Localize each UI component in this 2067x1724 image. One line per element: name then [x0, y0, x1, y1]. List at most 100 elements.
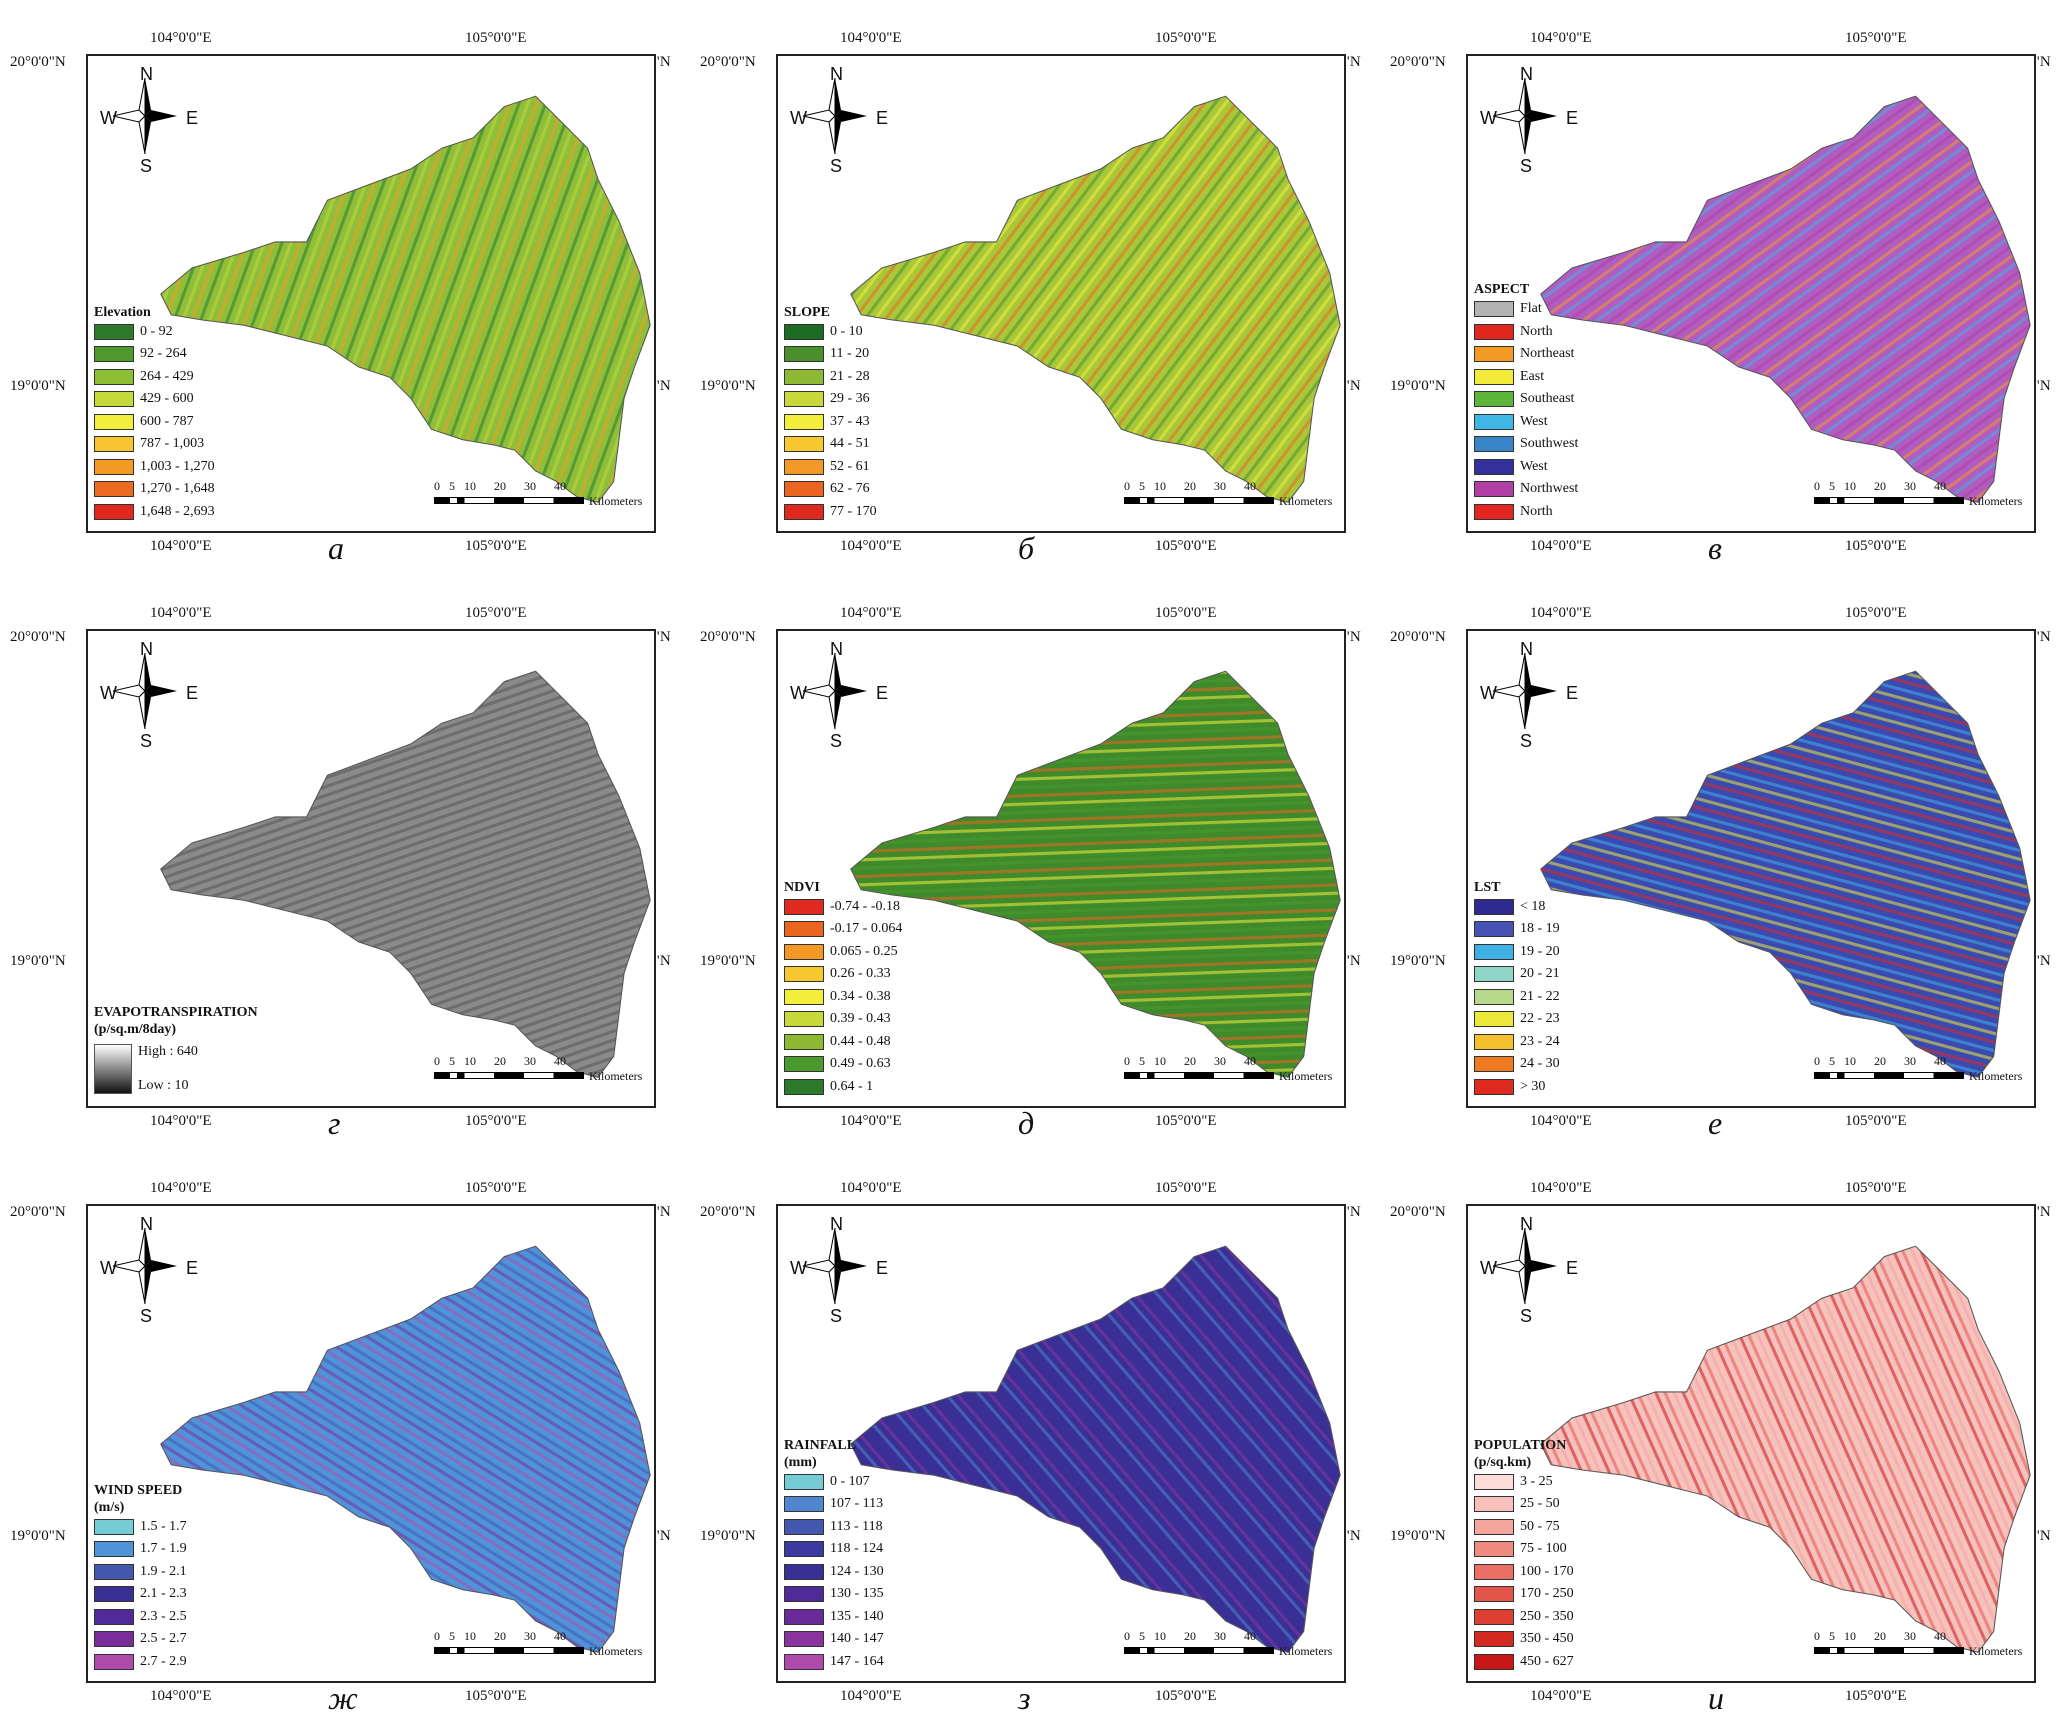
scale-tick-label: 20: [1184, 1054, 1196, 1068]
legend-swatch: [94, 436, 134, 453]
scale-tick-label: 20: [1874, 1629, 1886, 1643]
legend-label: 1.9 - 2.1: [140, 1563, 187, 1579]
compass-n: N: [1520, 639, 1533, 659]
basin-area: [850, 95, 1341, 503]
legend-label: 140 - 147: [830, 1631, 884, 1647]
basin-map: [850, 95, 1341, 503]
legend-label: Northeast: [1520, 346, 1575, 362]
compass-w: W: [790, 108, 807, 128]
panel-label: а: [328, 530, 344, 566]
compass-s: S: [830, 731, 843, 751]
compass-w: W: [1480, 108, 1497, 128]
legend-item: 50 - 75: [1474, 1516, 1574, 1539]
legend-item: 0 - 107: [784, 1471, 884, 1494]
scale-tick-label: 5: [1139, 479, 1145, 493]
legend-swatch: [784, 1078, 824, 1095]
map-panel: 104°0'0"E 105°0'0"E 104°0'0"E 105°0'0"E 20°0…: [690, 575, 1373, 1147]
legend-label: 0 - 92: [140, 323, 173, 339]
longitude-label: 104°0'0"E: [150, 1180, 212, 1196]
longitude-label: 104°0'0"E: [840, 538, 902, 554]
scale-tick-label: 10: [1154, 1629, 1166, 1643]
scale-tick-label: 0: [1814, 479, 1820, 493]
legend-item: North: [1474, 501, 1578, 524]
gradient-swatch: [94, 1044, 132, 1094]
legend-swatch: [1474, 346, 1514, 363]
legend-label: < 18: [1520, 898, 1546, 914]
legend-swatch: [784, 413, 824, 430]
compass-e: E: [876, 683, 889, 703]
longitude-label: 105°0'0"E: [1845, 538, 1907, 554]
legend-title: Elevation: [94, 304, 151, 320]
latitude-label: 19°0'0"N: [10, 378, 66, 394]
legend-item: -0.17 - 0.064: [784, 918, 902, 941]
legend-item: 24 - 30: [1474, 1053, 1560, 1076]
legend-swatch: [784, 391, 824, 408]
legend-item: West: [1474, 411, 1578, 434]
legend-swatch: [784, 1563, 824, 1580]
legend-gradient: High : 640 Low : 10: [94, 1044, 258, 1094]
legend-swatch: [94, 481, 134, 498]
legend-label: 135 - 140: [830, 1608, 884, 1624]
legend-title: POPULATION: [1474, 1437, 1567, 1453]
scale-bar-graphic: [434, 497, 584, 504]
scale-tick-label: 0: [434, 479, 440, 493]
legend-label: 0.065 - 0.25: [830, 943, 898, 959]
longitude-label: 104°0'0"E: [1530, 538, 1592, 554]
scale-bar-graphic: [434, 1072, 584, 1079]
legend-item: 0.26 - 0.33: [784, 963, 902, 986]
legend-label: -0.17 - 0.064: [830, 921, 903, 937]
legend-label: 25 - 50: [1520, 1496, 1560, 1512]
legend-item: 3 - 25: [1474, 1471, 1574, 1494]
legend-swatch: [1474, 988, 1514, 1005]
legend-item: 0.34 - 0.38: [784, 986, 902, 1009]
scale-bar: 0 5 10 20 30 40 Kilometers: [434, 479, 642, 519]
longitude-label: 105°0'0"E: [465, 1180, 527, 1196]
compass-w: W: [1480, 1258, 1497, 1278]
map-frame: N S W E NDVI -0.74 - -0.18 -0.17 - 0.064 0.065 …: [776, 629, 1346, 1108]
legend-swatch: [94, 458, 134, 475]
compass-e: E: [186, 683, 199, 703]
longitude-label: 105°0'0"E: [465, 1113, 527, 1129]
legend-swatch: [784, 1011, 824, 1028]
longitude-label: 105°0'0"E: [1845, 1180, 1907, 1196]
scale-unit: Kilometers: [1969, 1069, 2023, 1083]
legend-label: 0 - 107: [830, 1473, 870, 1489]
longitude-label: 104°0'0"E: [840, 1688, 902, 1704]
legend-item: West: [1474, 456, 1578, 479]
scale-tick-label: 5: [1829, 1629, 1835, 1643]
legend-label: 2.7 - 2.9: [140, 1653, 187, 1669]
map-panel: 104°0'0"E 105°0'0"E 104°0'0"E 105°0'0"E 20°0…: [1380, 575, 2063, 1147]
legend-swatch: [1474, 458, 1514, 475]
legend-label: 1,270 - 1,648: [140, 481, 215, 497]
legend-title: RAINFALL: [784, 1437, 857, 1453]
scale-tick-label: 30: [1214, 479, 1226, 493]
scale-bar-graphic: [1814, 1647, 1964, 1654]
legend-swatch: [1474, 1541, 1514, 1558]
compass-e: E: [186, 1258, 199, 1278]
map-frame: N S W E EVAPOTRANSPIRATION (p/sq.m/8day) High …: [86, 629, 656, 1108]
legend-swatch: [1474, 1011, 1514, 1028]
legend-label: West: [1520, 413, 1548, 429]
latitude-label: 19°0'0"N: [1390, 953, 1446, 969]
legend-item: 11 - 20: [784, 343, 877, 366]
legend-label: -0.74 - -0.18: [830, 898, 900, 914]
north-arrow-icon: [1478, 1216, 1573, 1316]
compass-e: E: [1566, 1258, 1579, 1278]
legend-swatch: [784, 943, 824, 960]
longitude-label: 104°0'0"E: [1530, 605, 1592, 621]
legend-item: 250 - 350: [1474, 1606, 1574, 1629]
legend-swatch: [94, 1653, 134, 1670]
legend-label: 0.34 - 0.38: [830, 988, 891, 1004]
legend-label: 20 - 21: [1520, 966, 1560, 982]
legend-label: 92 - 264: [140, 346, 187, 362]
scale-tick-label: 40: [554, 479, 566, 493]
legend-label: 2.3 - 2.5: [140, 1608, 187, 1624]
legend-swatch: [784, 966, 824, 983]
legend-item: 62 - 76: [784, 478, 877, 501]
scale-tick-label: 0: [434, 1629, 440, 1643]
legend-swatch: [94, 391, 134, 408]
map-legend: LST < 18 18 - 19 19 - 20 20 - 21 21 - 22 22 - …: [1474, 879, 1560, 1099]
latitude-label: 19°0'0"N: [1390, 1528, 1446, 1544]
scale-tick-label: 30: [1904, 479, 1916, 493]
legend-swatch: [94, 323, 134, 340]
